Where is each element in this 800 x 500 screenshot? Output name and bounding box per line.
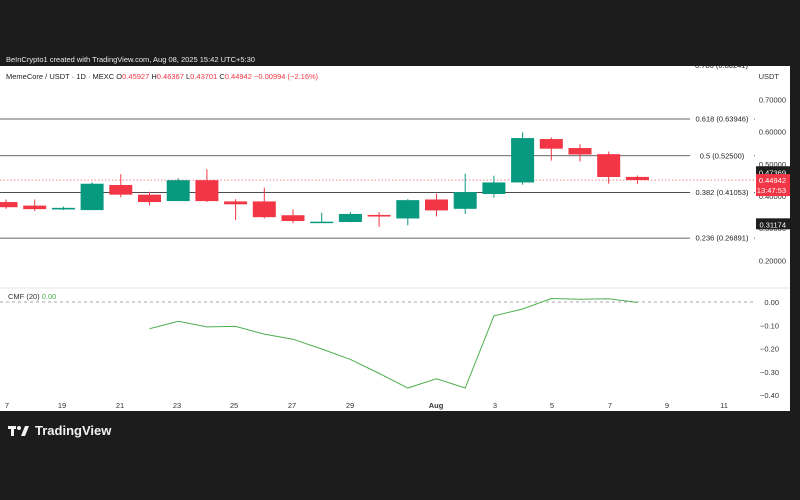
- fib-label: 0.236 (0.26891): [696, 234, 749, 243]
- currency-label: USDT: [759, 72, 780, 81]
- price-badge-text: 0.47369: [759, 168, 786, 177]
- fib-label: 0.382 (0.41053): [696, 188, 749, 197]
- cmf-value: 0.00: [42, 292, 57, 301]
- candle-body: [597, 154, 621, 177]
- candle-body: [396, 200, 420, 219]
- cmf-axis-tick: 0.00: [764, 298, 779, 307]
- candle-body: [51, 207, 75, 210]
- candle-body: [281, 215, 305, 222]
- candle-body: [138, 194, 161, 203]
- x-axis-tick: 11: [720, 401, 728, 410]
- ohlc-close-label: C: [219, 72, 225, 81]
- candle-body: [338, 213, 362, 222]
- cmf-axis-tick: −0.20: [760, 345, 779, 354]
- candle-body: [568, 148, 592, 155]
- x-axis-tick: 19: [58, 401, 66, 410]
- cmf-axis-tick: −0.40: [760, 391, 779, 400]
- price-badge-text: 0.44942: [759, 176, 786, 185]
- candle-body: [0, 202, 18, 208]
- symbol-title: MemeCore / USDT · 1D · MEXC: [6, 72, 116, 81]
- ohlc-change: −0.00994 (−2.16%): [254, 72, 319, 81]
- fib-label: 0.5 (0.52500): [700, 151, 745, 160]
- tradingview-logo-text: TradingView: [35, 423, 112, 438]
- candle-body: [425, 199, 448, 211]
- cmf-line: [149, 298, 638, 389]
- ohlc-low-label: L: [186, 72, 190, 81]
- price-axis-tick: 0.60000: [759, 128, 786, 137]
- x-axis-tick: 7: [608, 401, 612, 410]
- candle-body: [511, 138, 535, 183]
- symbol-legend: MemeCore / USDT · 1D · MEXC O0.45927 H0.…: [6, 72, 319, 81]
- price-axis-tick: 0.70000: [759, 96, 786, 105]
- chart-canvas[interactable]: 0.786 (0.80241) 0.618 (0.63946) 0.5 (0.525…: [0, 66, 790, 411]
- cmf-legend: CMF (20) 0.00: [8, 292, 56, 301]
- cmf-axis-tick: −0.30: [760, 368, 779, 377]
- candle-body: [166, 180, 190, 202]
- x-axis-tick: 7: [5, 401, 9, 410]
- candle-body: [310, 221, 334, 224]
- x-axis-tick: 9: [665, 401, 669, 410]
- x-axis-tick: 27: [288, 401, 296, 410]
- price-badge: [756, 166, 790, 178]
- x-axis-tick: 3: [493, 401, 497, 410]
- price-badge-text: 0.31174: [759, 220, 786, 229]
- price-badge: [756, 218, 790, 230]
- x-axis-tick: 21: [116, 401, 124, 410]
- chart-panel[interactable]: 0.786 (0.80241) 0.618 (0.63946) 0.5 (0.525…: [0, 66, 790, 411]
- candle-body: [224, 201, 248, 205]
- candle-body: [482, 182, 506, 195]
- x-axis-tick: 25: [230, 401, 238, 410]
- ohlc-high-label: H: [151, 72, 156, 81]
- price-axis-tick: 0.40000: [759, 192, 786, 201]
- candle-body: [80, 183, 104, 211]
- header-caption: BeInCrypto1 created with TradingView.com…: [6, 55, 255, 64]
- tradingview-logo-icon: [8, 425, 29, 436]
- fib-label-partial: 0.786 (0.80241): [695, 66, 748, 70]
- candle-body: [367, 214, 391, 217]
- ohlc-open: 0.45927: [122, 72, 151, 81]
- price-badge: [756, 174, 790, 197]
- ohlc-close: 0.44942: [225, 72, 254, 81]
- cmf-axis-tick: −0.10: [760, 321, 779, 330]
- x-axis-tick: Aug: [429, 401, 444, 410]
- price-axis-tick: 0.50000: [759, 160, 786, 169]
- candle-body: [23, 205, 47, 210]
- fib-label: 0.618 (0.63946): [696, 114, 749, 123]
- candle-body: [109, 185, 133, 195]
- price-badge-countdown: 13:47:53: [757, 186, 786, 195]
- x-axis-tick: 23: [173, 401, 181, 410]
- x-axis-tick: 5: [550, 401, 554, 410]
- x-axis-tick: 29: [346, 401, 354, 410]
- cmf-title: CMF (20): [8, 292, 42, 301]
- candle-body: [195, 180, 219, 202]
- ohlc-low: 0.43701: [190, 72, 219, 81]
- price-axis-tick: 0.20000: [759, 256, 786, 265]
- candle-body: [539, 139, 563, 149]
- ohlc-open-label: O: [116, 72, 122, 81]
- candle-body: [453, 192, 477, 209]
- candle-body: [252, 201, 276, 218]
- ohlc-high: 0.46367: [157, 72, 186, 81]
- tradingview-logo: TradingView: [8, 423, 111, 438]
- candle-body: [625, 176, 649, 181]
